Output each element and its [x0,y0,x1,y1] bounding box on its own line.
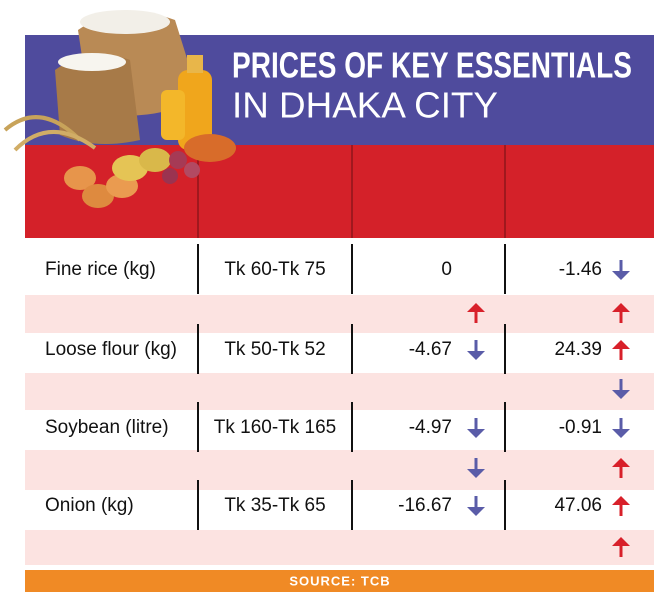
item-name: Loose flour (kg) [45,339,177,360]
change-value: -4.97 [409,417,452,438]
food-illustration [3,10,236,208]
down-arrow [612,379,630,399]
row-band [25,450,654,490]
up-arrow [612,496,630,516]
row-band [25,373,654,410]
source: SOURCE: TCB [289,573,390,588]
title-line-1: PRICES OF KEY ESSENTIALS [232,45,632,86]
title-line-2: IN DHAKA CITY [232,85,498,126]
item-name: Onion (kg) [45,495,134,516]
change-value: -16.67 [398,495,452,516]
change-value: 0 [441,259,452,280]
change-value: 24.39 [554,339,602,360]
down-arrow [467,458,485,478]
down-arrow [467,340,485,360]
down-arrow [467,496,485,516]
row-band [25,530,654,565]
price-range: Tk 35-Tk 65 [224,495,325,516]
down-arrow [467,418,485,438]
change-value: 47.06 [554,495,602,516]
up-arrow [612,303,630,323]
change-value: -4.67 [409,339,452,360]
item-name: Fine rice (kg) [45,259,156,280]
change-value: -1.46 [559,259,602,280]
change-value: -0.91 [559,417,602,438]
item-name: Soybean (litre) [45,417,169,438]
header-dividers [197,145,506,238]
price-range: Tk 50-Tk 52 [224,339,325,360]
down-arrow [612,418,630,438]
up-arrow [612,537,630,557]
price-range: Tk 160-Tk 165 [214,417,337,438]
source-bar [25,570,654,592]
row-band [25,295,654,333]
up-arrow [612,458,630,478]
up-arrow [612,340,630,360]
up-arrow [467,303,485,323]
down-arrow [612,260,630,280]
price-range: Tk 60-Tk 75 [224,259,325,280]
